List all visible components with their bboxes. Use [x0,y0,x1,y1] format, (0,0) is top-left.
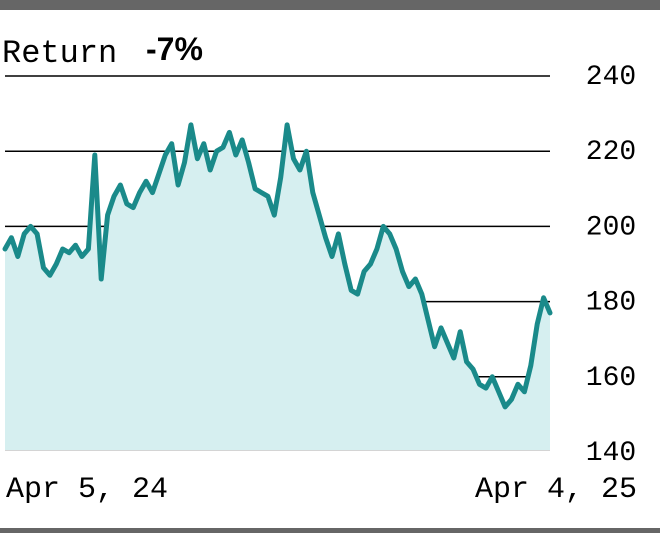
y-tick-label-180: 180 [586,288,636,319]
y-tick-label-160: 160 [586,363,636,394]
x-end-label: Apr 4, 25 [475,473,637,507]
bottom-border [0,528,660,533]
y-tick-label-240: 240 [586,62,636,93]
price-area [5,124,550,451]
chart-title: Return [2,35,117,72]
price-line [2,122,553,410]
x-start-label: Apr 5, 24 [6,473,168,507]
y-tick-label-140: 140 [586,438,636,469]
y-tick-label-200: 200 [586,212,636,243]
top-border [0,0,660,10]
y-tick-label-220: 220 [586,137,636,168]
return-value: -7% [146,31,203,67]
